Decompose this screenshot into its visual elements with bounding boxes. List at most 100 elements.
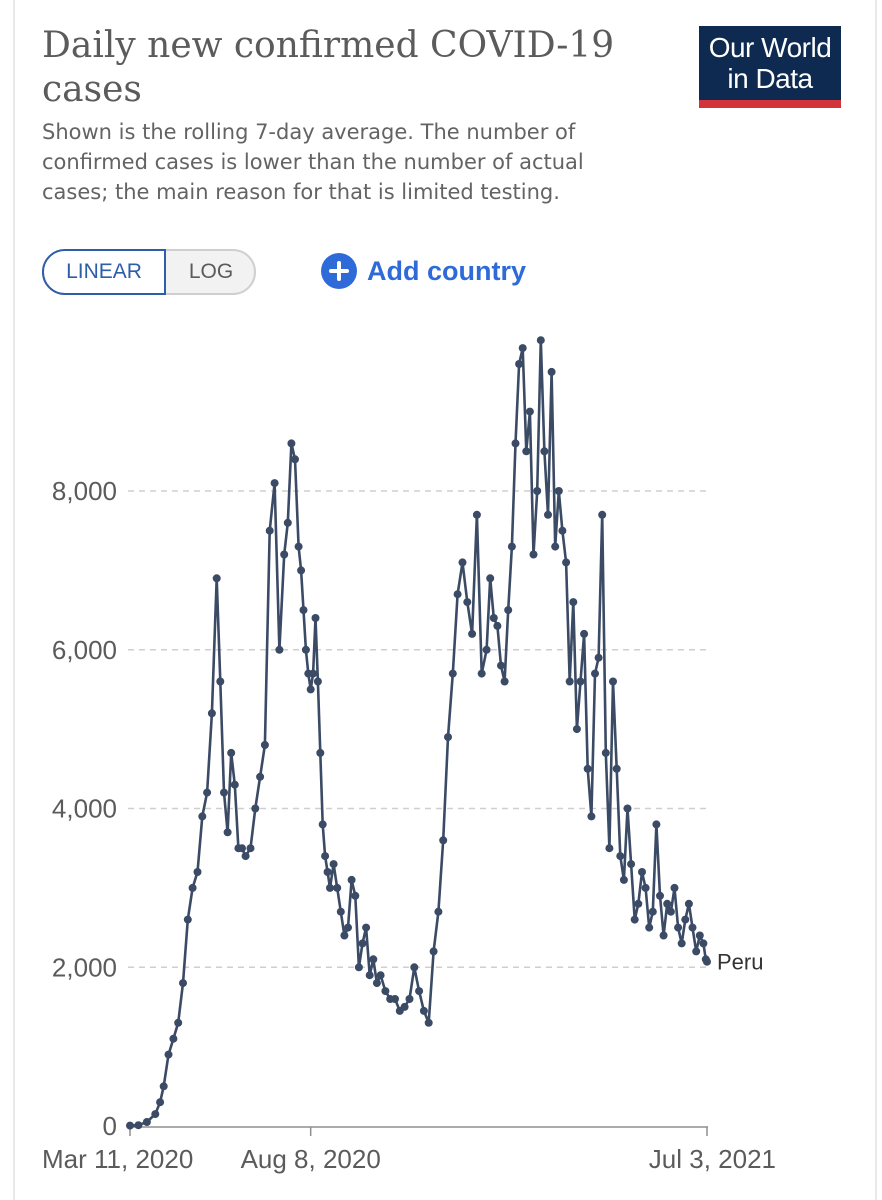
data-point (309, 669, 318, 678)
add-country-button[interactable]: Add country (321, 252, 526, 290)
data-point (188, 883, 197, 892)
data-point (448, 669, 457, 678)
data-point (265, 526, 274, 535)
data-point (648, 907, 657, 916)
data-point (142, 1118, 151, 1126)
add-country-label: Add country (367, 255, 526, 286)
data-point (134, 1121, 143, 1130)
data-point (605, 844, 614, 853)
data-point (522, 447, 531, 456)
y-tick-label: 8,000 (52, 476, 117, 506)
data-point (525, 407, 534, 416)
data-point (493, 621, 502, 630)
data-point (598, 510, 607, 519)
data-point (230, 780, 239, 789)
data-point (156, 1098, 165, 1107)
data-point (203, 788, 212, 797)
data-point (515, 360, 524, 368)
data-point (287, 439, 296, 448)
data-point (504, 606, 513, 615)
data-point (554, 487, 563, 495)
data-point (627, 860, 636, 869)
data-point (351, 891, 360, 900)
data-point (576, 677, 585, 686)
linear-scale-button[interactable]: LINEAR (42, 249, 166, 295)
data-point (486, 574, 495, 583)
logo-line-1: Our World (708, 32, 832, 63)
data-point (551, 542, 560, 551)
data-point (241, 852, 250, 861)
data-point (193, 868, 202, 876)
data-point (365, 971, 374, 980)
data-point (439, 836, 448, 845)
data-point (562, 558, 571, 567)
data-point (695, 931, 704, 940)
data-point (594, 653, 603, 662)
log-scale-button[interactable]: LOG (188, 260, 234, 283)
chart-subtitle: Shown is the rolling 7-day average. The … (42, 120, 584, 204)
data-point (612, 764, 621, 773)
data-point (283, 518, 292, 527)
data-point (511, 439, 520, 448)
data-point (223, 828, 232, 837)
data-point (638, 868, 646, 876)
data-point (677, 939, 686, 948)
data-point (169, 1034, 178, 1043)
data-point (340, 931, 349, 940)
data-point (591, 669, 599, 678)
data-point (164, 1050, 173, 1059)
grid-lines (128, 490, 708, 968)
data-point (405, 995, 414, 1003)
data-point (323, 868, 332, 876)
data-point (126, 1121, 134, 1130)
data-point (670, 883, 679, 892)
data-point (569, 598, 578, 607)
data-point (275, 645, 284, 654)
data-point (518, 344, 527, 353)
data-point (198, 812, 207, 821)
data-point (540, 447, 549, 456)
data-point (547, 367, 556, 376)
data-point (381, 987, 390, 996)
data-point (429, 947, 438, 956)
series-peru (126, 336, 711, 1130)
data-point (580, 629, 589, 638)
data-point (482, 645, 491, 654)
data-point (558, 526, 567, 535)
data-point (619, 875, 628, 884)
data-point (333, 883, 342, 892)
data-point (616, 852, 625, 861)
data-point (536, 336, 545, 345)
data-point (684, 899, 693, 908)
data-point (212, 574, 221, 583)
data-point (347, 875, 356, 884)
data-point (489, 614, 498, 622)
data-point (444, 733, 452, 742)
data-point (238, 844, 246, 853)
data-point (434, 907, 443, 916)
data-point (659, 931, 668, 940)
data-point (674, 923, 683, 932)
data-point (656, 891, 664, 900)
data-point (533, 487, 542, 495)
data-point (270, 479, 279, 488)
data-point (318, 820, 327, 829)
our-world-in-data-logo[interactable]: Our World in Data (699, 26, 841, 108)
data-point (251, 804, 260, 813)
logo-line-2: in Data (727, 63, 813, 94)
data-point (260, 741, 269, 749)
data-point (587, 812, 596, 821)
data-point (358, 939, 367, 948)
data-point (544, 510, 552, 519)
data-point (529, 550, 538, 559)
data-point (294, 542, 303, 551)
data-point (472, 510, 481, 519)
x-tick-label: Aug 8, 2020 (241, 1144, 381, 1174)
data-point (354, 963, 363, 972)
data-point (497, 661, 505, 670)
data-point (306, 685, 315, 694)
data-point (500, 677, 509, 686)
data-point (468, 629, 477, 638)
data-point (424, 1018, 433, 1027)
